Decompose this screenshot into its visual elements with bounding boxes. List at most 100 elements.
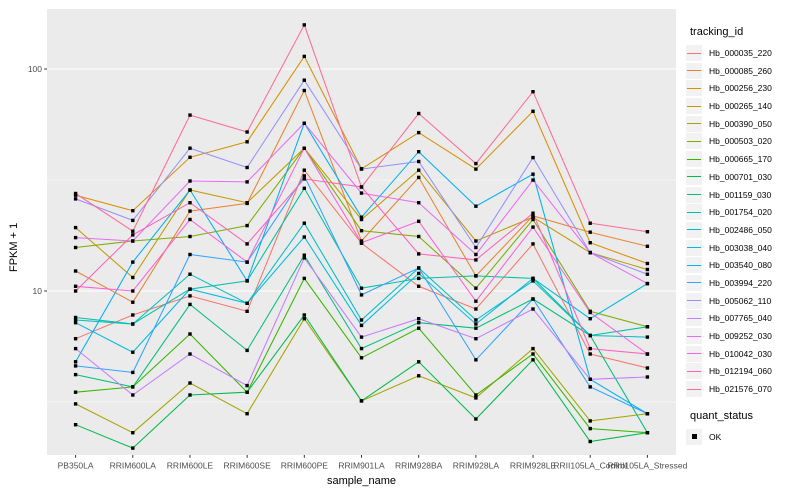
- legend-key-swatch: [686, 257, 702, 274]
- data-point: [417, 284, 421, 288]
- data-point: [131, 385, 135, 389]
- data-point: [302, 221, 306, 225]
- legend-item-label: Hb_001159_030: [709, 189, 772, 200]
- data-point: [531, 297, 535, 301]
- data-point: [188, 302, 192, 307]
- legend-item: Hb_007765_040: [686, 310, 798, 327]
- x-tick-label: RRII105LA_Stressed: [607, 461, 687, 471]
- data-point: [245, 201, 249, 205]
- legend-title-quant-status: quant_status: [690, 409, 753, 422]
- data-point: [531, 155, 535, 160]
- data-point: [359, 318, 364, 322]
- legend-color-line: [687, 229, 701, 231]
- legend-key-swatch: [686, 45, 702, 61]
- data-point: [188, 146, 192, 150]
- data-point: [417, 360, 421, 364]
- data-point: [302, 256, 306, 260]
- data-point: [474, 167, 478, 171]
- data-point: [474, 299, 478, 303]
- legend-title-tracking-id: tracking_id: [690, 26, 744, 38]
- data-point: [417, 159, 421, 164]
- data-point: [302, 186, 306, 190]
- legend-color-line: [687, 370, 701, 372]
- legend-key-swatch: [686, 115, 702, 132]
- legend-item: Hb_000503_020: [686, 133, 798, 150]
- data-point: [188, 272, 192, 276]
- data-point: [417, 252, 421, 256]
- legend-key-swatch: [686, 151, 702, 168]
- data-point: [188, 217, 192, 222]
- y-tick-label: 10: [33, 286, 43, 296]
- legend-item-label: Hb_000701_030: [709, 171, 772, 182]
- legend-item: Hb_003994_220: [686, 274, 798, 291]
- data-point: [245, 309, 249, 313]
- legend-quant-items: OK: [686, 428, 798, 447]
- data-point: [73, 197, 78, 201]
- data-point: [188, 234, 192, 239]
- data-point: [188, 179, 192, 183]
- y-axis-title: FPKM + 1: [8, 222, 20, 272]
- data-point: [131, 300, 135, 304]
- legend-color-line: [687, 300, 701, 302]
- data-point: [417, 234, 421, 239]
- data-point: [588, 241, 592, 245]
- data-point: [302, 276, 306, 281]
- data-point: [531, 242, 535, 246]
- legend-item-label: Hb_003994_220: [709, 277, 772, 288]
- data-point: [359, 335, 364, 339]
- data-point: [188, 201, 192, 205]
- legend-key-swatch: [686, 186, 702, 203]
- data-point: [645, 335, 650, 339]
- data-point: [302, 235, 306, 239]
- data-point: [531, 279, 535, 283]
- data-point: [645, 352, 650, 356]
- data-point: [474, 307, 478, 311]
- data-point: [588, 317, 592, 321]
- legend-key-swatch: [686, 274, 702, 291]
- x-tick-label: RRIM600LE: [167, 461, 214, 471]
- legend-item-label: Hb_000085_260: [709, 65, 772, 76]
- data-point: [359, 323, 364, 328]
- data-point: [588, 230, 592, 234]
- data-point: [588, 250, 592, 255]
- data-point: [417, 111, 421, 116]
- data-point: [645, 325, 650, 329]
- data-point: [645, 267, 650, 272]
- legend-key-swatch: [686, 133, 702, 150]
- data-point: [73, 225, 78, 230]
- data-point: [531, 217, 535, 222]
- legend-item-label: Hb_007765_040: [709, 313, 772, 324]
- data-point: [417, 201, 421, 205]
- data-point: [73, 235, 78, 240]
- data-point: [131, 233, 135, 237]
- data-point: [131, 289, 135, 293]
- data-point: [302, 54, 306, 59]
- data-point: [417, 276, 421, 281]
- legend-item-label: Hb_000665_170: [709, 154, 772, 165]
- legend-item-label: Hb_021576_070: [709, 384, 772, 395]
- data-point: [131, 431, 135, 435]
- data-point: [302, 146, 306, 150]
- data-point: [474, 393, 478, 397]
- data-point: [474, 274, 478, 278]
- data-point: [188, 188, 192, 192]
- data-point: [531, 109, 535, 113]
- data-point: [302, 23, 306, 27]
- legend-item-label: Hb_012194_060: [709, 366, 772, 377]
- data-point: [588, 352, 592, 356]
- data-point: [417, 150, 421, 154]
- data-point: [474, 258, 478, 262]
- data-point: [73, 269, 78, 273]
- data-point: [588, 310, 592, 315]
- data-point: [131, 209, 135, 213]
- legend-item: Hb_000085_260: [686, 62, 798, 79]
- legend-item-label: Hb_009252_030: [709, 331, 772, 341]
- legend-item-label: Hb_000503_020: [709, 136, 772, 147]
- legend-color-line: [687, 335, 701, 337]
- legend-key-swatch: [686, 239, 702, 256]
- data-point: [531, 225, 535, 229]
- data-point: [73, 321, 78, 325]
- data-point: [417, 130, 421, 135]
